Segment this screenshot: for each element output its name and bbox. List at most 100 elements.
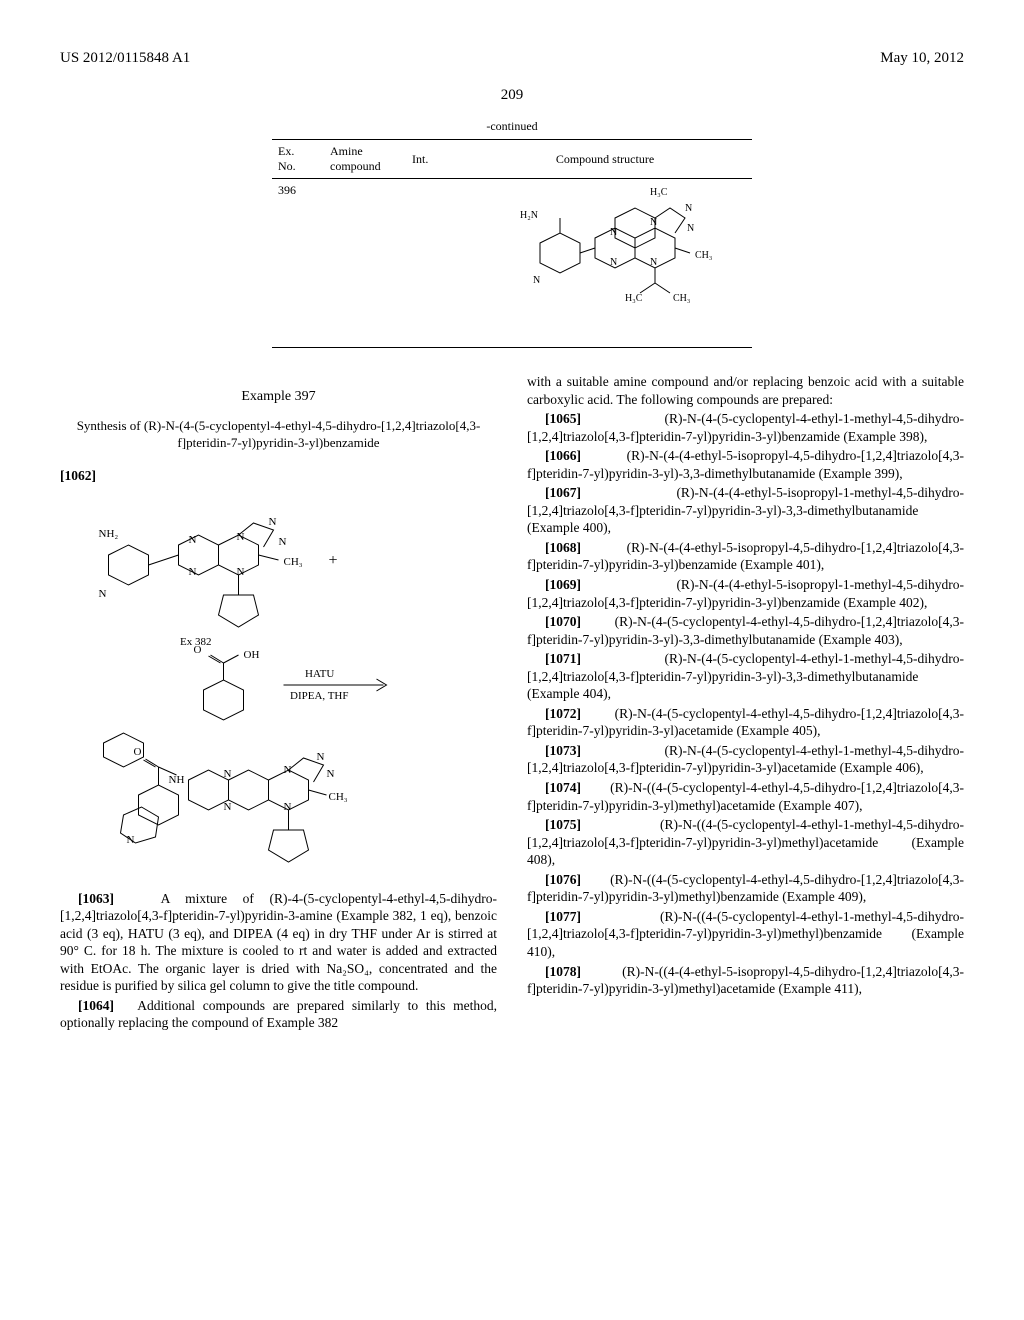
svg-text:N: N <box>317 751 325 763</box>
page-number: 209 <box>60 87 964 104</box>
list-item: [1071] (R)-N-(4-(5-cyclopentyl-4-ethyl-1… <box>527 650 964 703</box>
cell-structure: H₃C N N N N N N H₂N N CH₃ H₃C CH₃ <box>458 179 752 348</box>
svg-text:H₃C: H₃C <box>650 187 668 198</box>
svg-text:N: N <box>189 534 197 546</box>
compound-name: (R)-N-(4-(4-ethyl-5-isopropyl-4,5-dihydr… <box>527 540 964 573</box>
compound-name: (R)-N-((4-(5-cyclopentyl-4-ethyl-1-methy… <box>527 909 964 959</box>
scheme-label-hatu: HATU <box>305 667 334 681</box>
list-item: [1067] (R)-N-(4-(4-ethyl-5-isopropyl-1-m… <box>527 484 964 537</box>
svg-text:N: N <box>533 275 540 286</box>
list-item: [1066] (R)-N-(4-(4-ethyl-5-isopropyl-4,5… <box>527 447 964 482</box>
para-num: [1070] <box>545 614 581 629</box>
scheme-svg: + <box>60 495 497 875</box>
svg-text:N: N <box>284 764 292 776</box>
svg-text:N: N <box>224 768 232 780</box>
publication-date: May 10, 2012 <box>880 50 964 67</box>
para-1064: [1064] Additional compounds are prepared… <box>60 997 497 1032</box>
list-item: [1070] (R)-N-(4-(5-cyclopentyl-4-ethyl-4… <box>527 613 964 648</box>
compound-name: (R)-N-(4-(5-cyclopentyl-4-ethyl-4,5-dihy… <box>527 706 964 739</box>
svg-text:N: N <box>610 227 617 238</box>
cell-ex-no: 396 <box>272 179 324 348</box>
list-item: [1075] (R)-N-((4-(5-cyclopentyl-4-ethyl-… <box>527 816 964 869</box>
patent-page: US 2012/0115848 A1 May 10, 2012 209 -con… <box>0 0 1024 1320</box>
reaction-scheme: + <box>60 495 497 875</box>
compound-name: (R)-N-(4-(4-ethyl-5-isopropyl-1-methyl-4… <box>527 485 964 535</box>
svg-text:N: N <box>650 257 657 268</box>
svg-text:N: N <box>685 203 692 214</box>
para-text-1063: A mixture of (R)-4-(5-cyclopentyl-4-ethy… <box>60 891 497 994</box>
svg-text:N: N <box>269 516 277 528</box>
list-item: [1073] (R)-N-(4-(5-cyclopentyl-4-ethyl-1… <box>527 742 964 777</box>
compound-name: (R)-N-(4-(5-cyclopentyl-4-ethyl-1-methyl… <box>527 411 964 444</box>
svg-text:N: N <box>224 801 232 813</box>
para-num: [1073] <box>545 743 581 758</box>
svg-text:N: N <box>127 834 135 846</box>
svg-text:N: N <box>650 217 657 228</box>
col-int: Int. <box>406 140 458 179</box>
svg-text:O: O <box>134 746 142 758</box>
structure-svg: H₃C N N N N N N H₂N N CH₃ H₃C CH₃ <box>485 183 725 323</box>
svg-text:CH₃: CH₃ <box>284 556 303 568</box>
compound-table: Ex. No. Amine compound Int. Compound str… <box>272 139 752 348</box>
col-amine: Amine compound <box>324 140 406 179</box>
para-text-1064: Additional compounds are prepared simila… <box>60 998 497 1031</box>
two-column-body: Example 397 Synthesis of (R)-N-(4-(5-cyc… <box>60 373 964 1034</box>
para-num-1063: [1063] <box>78 891 114 906</box>
col-structure: Compound structure <box>458 140 752 179</box>
svg-text:N: N <box>284 801 292 813</box>
svg-text:OH: OH <box>244 649 260 661</box>
list-item: [1074] (R)-N-((4-(5-cyclopentyl-4-ethyl-… <box>527 779 964 814</box>
svg-text:H₂N: H₂N <box>520 210 538 221</box>
para-num: [1075] <box>545 817 581 832</box>
para-num: [1071] <box>545 651 581 666</box>
svg-text:NH: NH <box>169 774 185 786</box>
cell-int <box>406 179 458 348</box>
list-item: [1078] (R)-N-((4-(4-ethyl-5-isopropyl-4,… <box>527 963 964 998</box>
svg-text:N: N <box>687 223 694 234</box>
col2-lead-text: with a suitable amine compound and/or re… <box>527 373 964 408</box>
svg-text:NH₂: NH₂ <box>99 528 119 540</box>
svg-text:N: N <box>327 768 335 780</box>
para-num-1062: [1062] <box>60 468 96 483</box>
para-num: [1077] <box>545 909 581 924</box>
patent-number: US 2012/0115848 A1 <box>60 50 190 67</box>
list-item: [1069] (R)-N-(4-(4-ethyl-5-isopropyl-1-m… <box>527 576 964 611</box>
svg-text:N: N <box>189 566 197 578</box>
chemical-structure-396: H₃C N N N N N N H₂N N CH₃ H₃C CH₃ <box>485 183 725 323</box>
svg-text:N: N <box>610 257 617 268</box>
svg-text:N: N <box>99 588 107 600</box>
col-ex-no: Ex. No. <box>272 140 324 179</box>
para-num: [1074] <box>545 780 581 795</box>
compound-name: (R)-N-(4-(4-ethyl-5-isopropyl-4,5-dihydr… <box>527 448 964 481</box>
svg-text:N: N <box>279 536 287 548</box>
left-column: Example 397 Synthesis of (R)-N-(4-(5-cyc… <box>60 373 497 1034</box>
svg-text:N: N <box>237 566 245 578</box>
para-num-1064: [1064] <box>78 998 114 1013</box>
compound-name: (R)-N-((4-(5-cyclopentyl-4-ethyl-4,5-dih… <box>527 780 964 813</box>
compound-name: (R)-N-((4-(4-ethyl-5-isopropyl-4,5-dihyd… <box>527 964 964 997</box>
list-item: [1076] (R)-N-((4-(5-cyclopentyl-4-ethyl-… <box>527 871 964 906</box>
svg-text:N: N <box>237 531 245 543</box>
compound-name: (R)-N-(4-(5-cyclopentyl-4-ethyl-1-methyl… <box>527 651 964 701</box>
para-num: [1078] <box>545 964 581 979</box>
para-num: [1072] <box>545 706 581 721</box>
list-item: [1072] (R)-N-(4-(5-cyclopentyl-4-ethyl-4… <box>527 705 964 740</box>
cell-amine <box>324 179 406 348</box>
scheme-label-dipea: DIPEA, THF <box>290 689 348 703</box>
svg-text:CH₃: CH₃ <box>695 250 712 261</box>
table-row: 396 <box>272 179 752 348</box>
scheme-label-ex382: Ex 382 <box>180 635 211 649</box>
example-label: Example 397 <box>60 388 497 406</box>
right-column: with a suitable amine compound and/or re… <box>527 373 964 1034</box>
para-num: [1065] <box>545 411 581 426</box>
compound-name: (R)-N-((4-(5-cyclopentyl-4-ethyl-4,5-dih… <box>527 872 964 905</box>
svg-text:CH₃: CH₃ <box>329 791 348 803</box>
compound-name: (R)-N-(4-(4-ethyl-5-isopropyl-1-methyl-4… <box>527 577 964 610</box>
page-header: US 2012/0115848 A1 May 10, 2012 <box>60 50 964 67</box>
table-continued-label: -continued <box>60 119 964 134</box>
list-item: [1065] (R)-N-(4-(5-cyclopentyl-4-ethyl-1… <box>527 410 964 445</box>
list-item: [1068] (R)-N-(4-(4-ethyl-5-isopropyl-4,5… <box>527 539 964 574</box>
compound-name: (R)-N-(4-(5-cyclopentyl-4-ethyl-4,5-dihy… <box>527 614 964 647</box>
para-num: [1067] <box>545 485 581 500</box>
compound-name: (R)-N-((4-(5-cyclopentyl-4-ethyl-1-methy… <box>527 817 964 867</box>
